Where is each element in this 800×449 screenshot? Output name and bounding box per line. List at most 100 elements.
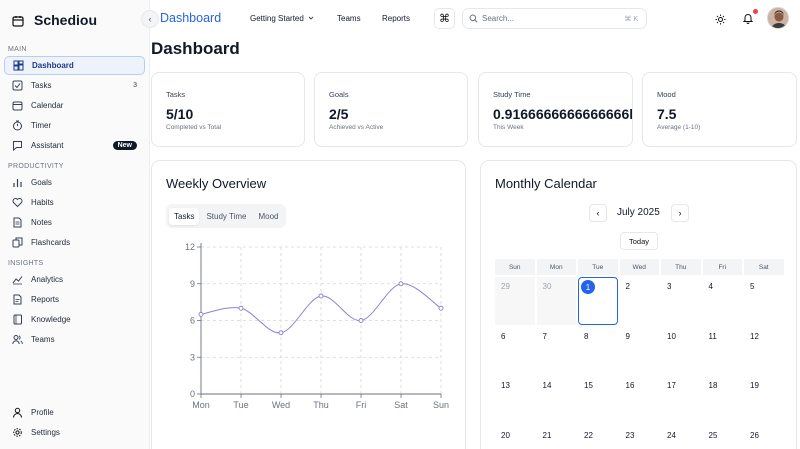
search-bar[interactable]: ⌘ K — [462, 8, 647, 29]
calendar-day[interactable]: 23 — [625, 430, 635, 440]
calendar-day[interactable]: 4 — [708, 282, 713, 291]
stopwatch-icon — [12, 120, 23, 131]
calendar-day[interactable]: 30 — [542, 282, 552, 291]
calendar-day[interactable]: 8 — [584, 331, 589, 341]
section-label-main: Main — [8, 46, 27, 53]
data-point — [358, 318, 364, 323]
search-input[interactable] — [482, 14, 612, 23]
notifications-button[interactable] — [742, 11, 756, 25]
stat-card-goals: Goals 2/5 Achieved vs Active — [314, 72, 468, 147]
stat-label: Goals — [329, 90, 349, 99]
sidebar-item-knowledge[interactable]: Knowledge — [4, 310, 145, 329]
sidebar-item-label: Settings — [31, 428, 60, 437]
calendar-day[interactable]: 24 — [667, 430, 676, 440]
calendar-day[interactable]: 22 — [584, 430, 593, 440]
sidebar-item-settings[interactable]: Settings — [4, 423, 145, 442]
calendar-day[interactable]: 26 — [750, 430, 759, 440]
weekly-overview-panel: Weekly Overview Tasks Study Time Mood 0 3… — [151, 160, 466, 449]
calendar-day[interactable]: 25 — [708, 430, 718, 440]
top-header: ‹ Dashboard Getting Started Teams Report… — [140, 0, 800, 38]
calendar-cell-outside-month[interactable] — [536, 277, 576, 325]
chevron-down-icon — [308, 16, 314, 20]
stat-caption: This Week — [493, 124, 524, 131]
sidebar-item-assistant[interactable]: Assistant New — [4, 136, 145, 155]
prev-month-button[interactable]: ‹ — [589, 204, 607, 222]
calendar-day[interactable]: 17 — [667, 381, 676, 390]
collapse-sidebar-button[interactable]: ‹ — [141, 10, 159, 28]
calendar-day[interactable]: 21 — [542, 430, 552, 440]
tab-tasks[interactable]: Tasks — [169, 207, 200, 225]
x-tick-label: Mon — [192, 400, 210, 410]
sidebar-item-habits[interactable]: Habits — [4, 193, 145, 212]
calendar-day[interactable]: 5 — [750, 282, 755, 291]
today-button[interactable]: Today — [620, 232, 658, 250]
nav-teams[interactable]: Teams — [337, 14, 361, 23]
book-icon — [12, 314, 23, 325]
theme-toggle-button[interactable] — [713, 12, 727, 26]
calendar-day[interactable]: 12 — [750, 331, 759, 341]
sidebar-item-dashboard[interactable]: Dashboard — [4, 56, 145, 75]
stat-label: Study Time — [493, 90, 531, 99]
tab-mood[interactable]: Mood — [258, 211, 279, 221]
sidebar-item-reports[interactable]: Reports — [4, 290, 145, 309]
sidebar: Schediou Main Dashboard Tasks 3 Calendar… — [0, 0, 150, 449]
calendar-day[interactable]: 14 — [542, 381, 552, 390]
sidebar-item-label: Reports — [31, 295, 60, 304]
sidebar-item-label: Flashcards — [31, 238, 71, 247]
x-tick-label: Sun — [433, 400, 449, 410]
calendar-day[interactable]: 9 — [625, 331, 630, 341]
brand[interactable]: Schediou — [12, 10, 97, 30]
calendar-day[interactable]: 18 — [708, 381, 718, 390]
header-title: Dashboard — [160, 11, 222, 25]
calendar-day[interactable]: 13 — [501, 381, 510, 390]
calendar-day[interactable]: 3 — [667, 282, 672, 291]
data-point — [238, 305, 244, 311]
calendar-day[interactable]: 2 — [625, 282, 630, 291]
calendar-day[interactable]: 20 — [501, 430, 510, 440]
sidebar-item-teams[interactable]: Teams — [4, 330, 145, 349]
sidebar-item-calendar[interactable]: Calendar — [4, 96, 145, 115]
stat-card-study-time: Study Time 0.9166666666666666h This Week — [478, 72, 633, 147]
search-shortcut: ⌘ K — [624, 15, 638, 23]
sun-icon — [715, 14, 725, 24]
panel-title: Monthly Calendar — [495, 176, 597, 191]
y-tick-label: 3 — [190, 352, 195, 362]
sidebar-item-analytics[interactable]: Analytics — [4, 270, 145, 289]
calendar-day[interactable]: 29 — [501, 282, 510, 291]
calendar-day[interactable]: 16 — [625, 381, 635, 390]
data-point — [438, 305, 444, 311]
chart-tabs: Tasks Study Time Mood — [166, 204, 287, 228]
stat-caption: Average (1-10) — [657, 124, 701, 131]
calendar-icon — [12, 100, 23, 111]
weekday-header: Tue — [578, 259, 618, 275]
sidebar-item-label: Notes — [31, 218, 52, 227]
sidebar-item-label: Dashboard — [32, 61, 74, 70]
avatar[interactable] — [767, 7, 789, 29]
calendar-day[interactable]: 10 — [667, 331, 676, 341]
command-menu-button[interactable]: ⌘ — [434, 8, 455, 29]
calendar-day[interactable]: 15 — [584, 381, 593, 390]
stat-value: 2/5 — [329, 106, 349, 122]
sidebar-item-tasks[interactable]: Tasks 3 — [4, 76, 145, 95]
stat-card-mood: Mood 7.5 Average (1-10) — [642, 72, 797, 147]
chat-icon — [12, 140, 23, 151]
sidebar-item-goals[interactable]: Goals — [4, 173, 145, 192]
sidebar-item-label: Habits — [31, 198, 54, 207]
user-icon — [12, 407, 23, 418]
data-point — [398, 281, 404, 287]
calendar-cell-outside-month[interactable] — [495, 277, 535, 325]
y-tick-label: 6 — [190, 316, 195, 326]
sidebar-item-timer[interactable]: Timer — [4, 116, 145, 135]
sidebar-item-profile[interactable]: Profile — [4, 403, 145, 422]
stat-caption: Achieved vs Active — [329, 124, 384, 131]
calendar-day[interactable]: 11 — [708, 331, 717, 341]
sidebar-item-notes[interactable]: Notes — [4, 213, 145, 232]
nav-getting-started[interactable]: Getting Started — [250, 14, 314, 23]
calendar-day[interactable]: 7 — [542, 331, 547, 341]
nav-reports[interactable]: Reports — [382, 14, 411, 23]
tab-study-time[interactable]: Study Time — [206, 211, 247, 221]
calendar-day[interactable]: 6 — [501, 331, 506, 341]
next-month-button[interactable]: › — [671, 204, 689, 222]
calendar-day[interactable]: 19 — [750, 381, 759, 390]
sidebar-item-flashcards[interactable]: Flashcards — [4, 233, 145, 252]
